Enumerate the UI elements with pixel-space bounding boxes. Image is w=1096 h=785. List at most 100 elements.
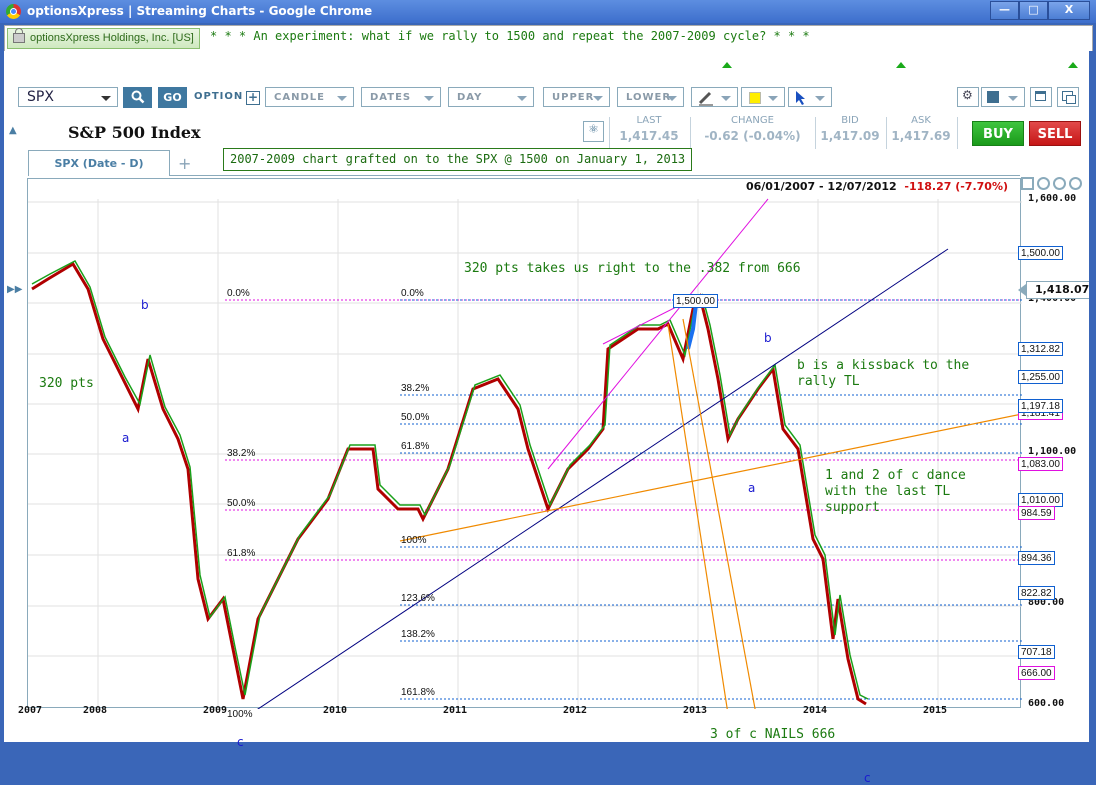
wave-label-a: a <box>748 481 756 495</box>
x-tick: 2010 <box>323 705 348 716</box>
y-tick: 600.00 <box>1028 698 1065 709</box>
price-level-label: 822.82 <box>1018 586 1055 600</box>
chevron-down-icon <box>424 96 434 101</box>
chart-note-box: 2007-2009 chart grafted on to the SPX @ … <box>223 148 693 171</box>
fib-label: 61.8% <box>227 548 256 559</box>
draw-tool-dropdown[interactable] <box>691 87 738 107</box>
color-dropdown[interactable] <box>741 87 785 107</box>
dates-dropdown[interactable]: DATES <box>361 87 441 107</box>
chevron-down-icon <box>721 96 731 101</box>
maximize-button[interactable]: □ <box>1019 1 1048 20</box>
url-text[interactable]: * * * An experiment: what if we rally to… <box>210 29 810 43</box>
fib-label: 38.2% <box>227 448 256 459</box>
price-level-label: 984.59 <box>1018 506 1055 520</box>
y-tick: 1,600.00 <box>1028 193 1077 204</box>
secure-site-badge[interactable]: optionsXpress Holdings, Inc. [US] <box>7 28 200 49</box>
add-option-button[interactable]: + <box>246 90 260 105</box>
window-titlebar: optionsXpress | Streaming Charts - Googl… <box>0 0 1096 23</box>
annotation: 3 of c NAILS 666 <box>710 727 836 742</box>
chevron-down-icon <box>1008 96 1018 101</box>
window-border <box>1089 51 1095 742</box>
color-swatch <box>749 92 761 104</box>
triangle-up-icon <box>896 62 906 68</box>
buy-button[interactable]: BUY <box>972 121 1024 146</box>
zoom-out-icon[interactable] <box>1053 177 1066 190</box>
minimize-button[interactable]: — <box>990 1 1019 20</box>
current-price-marker: 1,418.07 <box>1017 281 1095 299</box>
annotation: 320 pts takes us right to the .382 from … <box>464 261 801 276</box>
search-button[interactable] <box>123 87 152 108</box>
pencil-icon <box>698 91 713 106</box>
search-icon <box>131 90 144 104</box>
fib-label: 138.2% <box>401 629 435 640</box>
bid-price: BID 1,417.09 <box>820 115 880 143</box>
tab-spx-date-d[interactable]: SPX (Date - D) <box>28 150 170 176</box>
expand-right-icon[interactable]: ▶▶ <box>7 284 23 295</box>
chrome-logo-icon <box>6 4 21 19</box>
x-tick: 2007 <box>18 705 43 716</box>
save-dropdown[interactable] <box>981 87 1025 107</box>
sell-button[interactable]: SELL <box>1029 121 1081 146</box>
price-level-label: 707.18 <box>1018 645 1055 659</box>
fit-chart-icon[interactable] <box>1021 177 1034 190</box>
research-button[interactable]: ⚛ <box>583 121 604 142</box>
fib-label: 50.0% <box>401 412 430 423</box>
period-dropdown[interactable]: DAY <box>448 87 534 107</box>
fib-label: 38.2% <box>401 383 430 394</box>
add-tab-button[interactable]: + <box>178 154 192 173</box>
pointer-arrow-icon <box>796 91 805 105</box>
fib-label: 0.0% <box>401 288 424 299</box>
fib-label: 61.8% <box>401 441 430 452</box>
x-tick: 2011 <box>443 705 468 716</box>
fib-label: 161.8% <box>401 687 435 698</box>
price-chart[interactable]: 06/01/2007 - 12/07/2012 -118.27 (-7.70%) <box>27 178 1022 785</box>
price-level-label: 1,197.18 <box>1018 399 1063 413</box>
annotation: 1 and 2 of c dance with the last TL supp… <box>825 468 966 515</box>
chart-range-header: 06/01/2007 - 12/07/2012 -118.27 (-7.70%) <box>745 180 1008 193</box>
price-level-label: 1,255.00 <box>1018 370 1063 384</box>
fib-label: 0.0% <box>227 288 250 299</box>
annotation: b is a kissback to the rally TL <box>797 358 970 389</box>
chart-canvas <box>28 198 1022 709</box>
fib-label: 100% <box>401 535 427 546</box>
annotation: 320 pts <box>39 376 94 391</box>
wave-label-b: b <box>141 298 149 312</box>
gear-icon: ⚙ <box>962 88 973 102</box>
y-tick: 1,100.00 <box>1028 446 1077 457</box>
price-level-label: 1,312.82 <box>1018 342 1063 356</box>
wave-label-c: c <box>237 735 244 749</box>
address-bar[interactable]: optionsXpress Holdings, Inc. [US] * * * … <box>4 25 1093 52</box>
zoom-reset-icon[interactable] <box>1069 177 1082 190</box>
symbol-select[interactable]: SPX <box>18 87 118 107</box>
upper-indicator-dropdown[interactable]: UPPER <box>543 87 610 107</box>
price-level-label: 1,010.00 <box>1018 493 1063 507</box>
zoom-in-icon[interactable] <box>1037 177 1050 190</box>
settings-button[interactable]: ⚙ <box>957 87 979 107</box>
wave-label-c: c <box>864 771 871 785</box>
wave-label-a: a <box>122 431 130 445</box>
x-tick: 2015 <box>923 705 948 716</box>
x-tick: 2013 <box>683 705 708 716</box>
last-price: LAST 1,417.45 <box>619 115 679 143</box>
window-layout-button[interactable] <box>1030 87 1052 107</box>
go-button[interactable]: GO <box>158 87 187 108</box>
chevron-down-icon <box>667 96 677 101</box>
chart-type-dropdown[interactable]: CANDLE <box>265 87 354 107</box>
chevron-down-icon <box>337 96 347 101</box>
window-icon <box>1035 91 1046 101</box>
popout-button[interactable] <box>1057 87 1079 107</box>
cursor-tool-dropdown[interactable] <box>788 87 832 107</box>
microscope-icon: ⚛ <box>588 122 599 136</box>
chevron-down-icon <box>593 96 603 101</box>
price-level-label: 1,500.00 <box>1018 246 1063 260</box>
x-tick: 2014 <box>803 705 828 716</box>
price-level-label: 666.00 <box>1018 666 1055 680</box>
chevron-down-icon <box>815 96 825 101</box>
close-button[interactable]: X <box>1048 1 1090 20</box>
x-tick: 2008 <box>83 705 108 716</box>
collapse-up-icon[interactable]: ▲ <box>9 125 17 136</box>
chart-plot-area[interactable]: 06/01/2007 - 12/07/2012 -118.27 (-7.70%) <box>27 178 1022 785</box>
price-change: CHANGE -0.62 (-0.04%) <box>704 115 801 143</box>
lower-indicator-dropdown[interactable]: LOWER <box>617 87 684 107</box>
fib-label: 50.0% <box>227 498 256 509</box>
